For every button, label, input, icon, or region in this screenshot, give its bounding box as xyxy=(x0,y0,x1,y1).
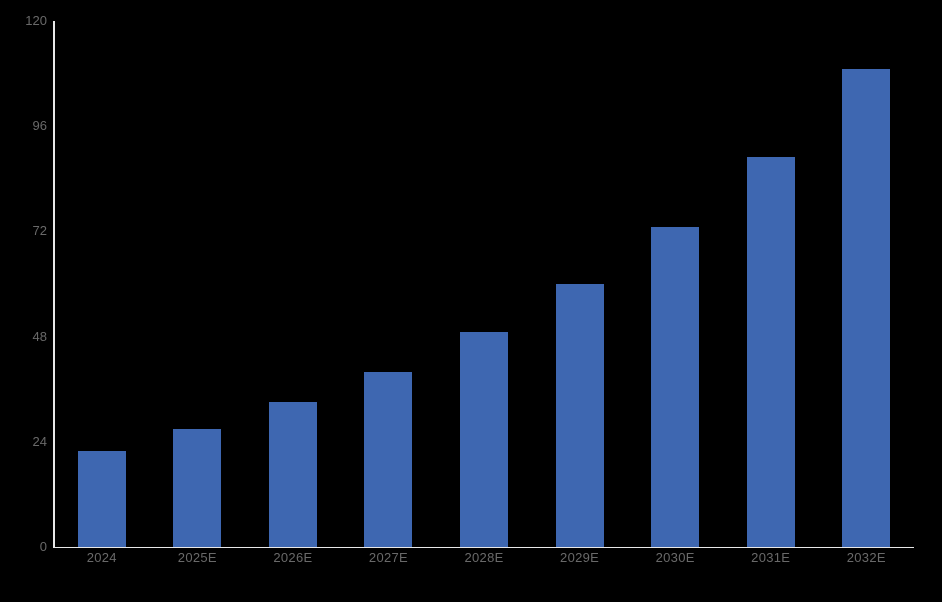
bar-slot xyxy=(819,21,915,547)
bar-slot xyxy=(341,21,437,547)
bar-2030E xyxy=(651,227,700,547)
y-tick-label: 120 xyxy=(25,13,47,28)
bar-slot xyxy=(436,21,532,547)
bar-2031E xyxy=(746,156,795,547)
x-tick-label: 2029E xyxy=(560,550,600,565)
x-tick-label: 2030E xyxy=(655,550,695,565)
y-tick-label: 0 xyxy=(39,539,47,554)
bar-2026E xyxy=(268,402,317,547)
y-tick-label: 96 xyxy=(32,118,47,134)
bar-2024 xyxy=(77,450,126,547)
bar-slot xyxy=(627,21,723,547)
y-axis-line xyxy=(53,21,55,547)
bar-2028E xyxy=(460,332,509,547)
bar-slot xyxy=(54,21,150,547)
x-tick-label: 2027E xyxy=(368,550,409,565)
bar-2025E xyxy=(173,428,222,547)
bar-2027E xyxy=(364,371,413,547)
bar-slot xyxy=(532,21,628,547)
x-tick-label: 2026E xyxy=(273,550,313,565)
x-tick-label: 2032E xyxy=(846,550,886,565)
x-axis-line xyxy=(53,546,914,548)
x-tick-label: 2024 xyxy=(86,550,117,565)
y-tick-label: 72 xyxy=(32,223,47,239)
y-tick-label: 48 xyxy=(32,328,47,344)
plot-area xyxy=(54,21,914,547)
x-tick-label: 2028E xyxy=(464,550,504,565)
x-tick-label: 2025E xyxy=(177,550,217,565)
bar-slot xyxy=(150,21,246,547)
bar-2029E xyxy=(555,284,604,547)
bar-slot xyxy=(723,21,819,547)
x-tick-label: 2031E xyxy=(751,550,791,565)
bar-slot xyxy=(245,21,341,547)
bar-2032E xyxy=(842,69,891,547)
y-tick-label: 24 xyxy=(32,433,47,449)
x-axis-tick-labels: 2024 2025E 2026E 2027E 2028E 2029E 2030E 2031E 2… xyxy=(54,550,914,565)
